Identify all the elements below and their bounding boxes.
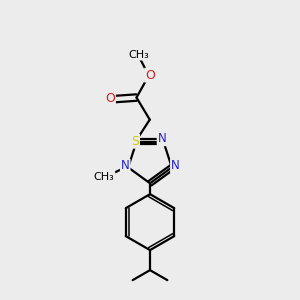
Text: N: N (171, 159, 180, 172)
Text: CH₃: CH₃ (94, 172, 114, 182)
Text: N: N (158, 132, 167, 145)
Text: CH₃: CH₃ (128, 50, 149, 60)
Text: O: O (105, 92, 115, 105)
Text: N: N (121, 159, 130, 172)
Text: S: S (131, 135, 139, 148)
Text: O: O (145, 69, 155, 82)
